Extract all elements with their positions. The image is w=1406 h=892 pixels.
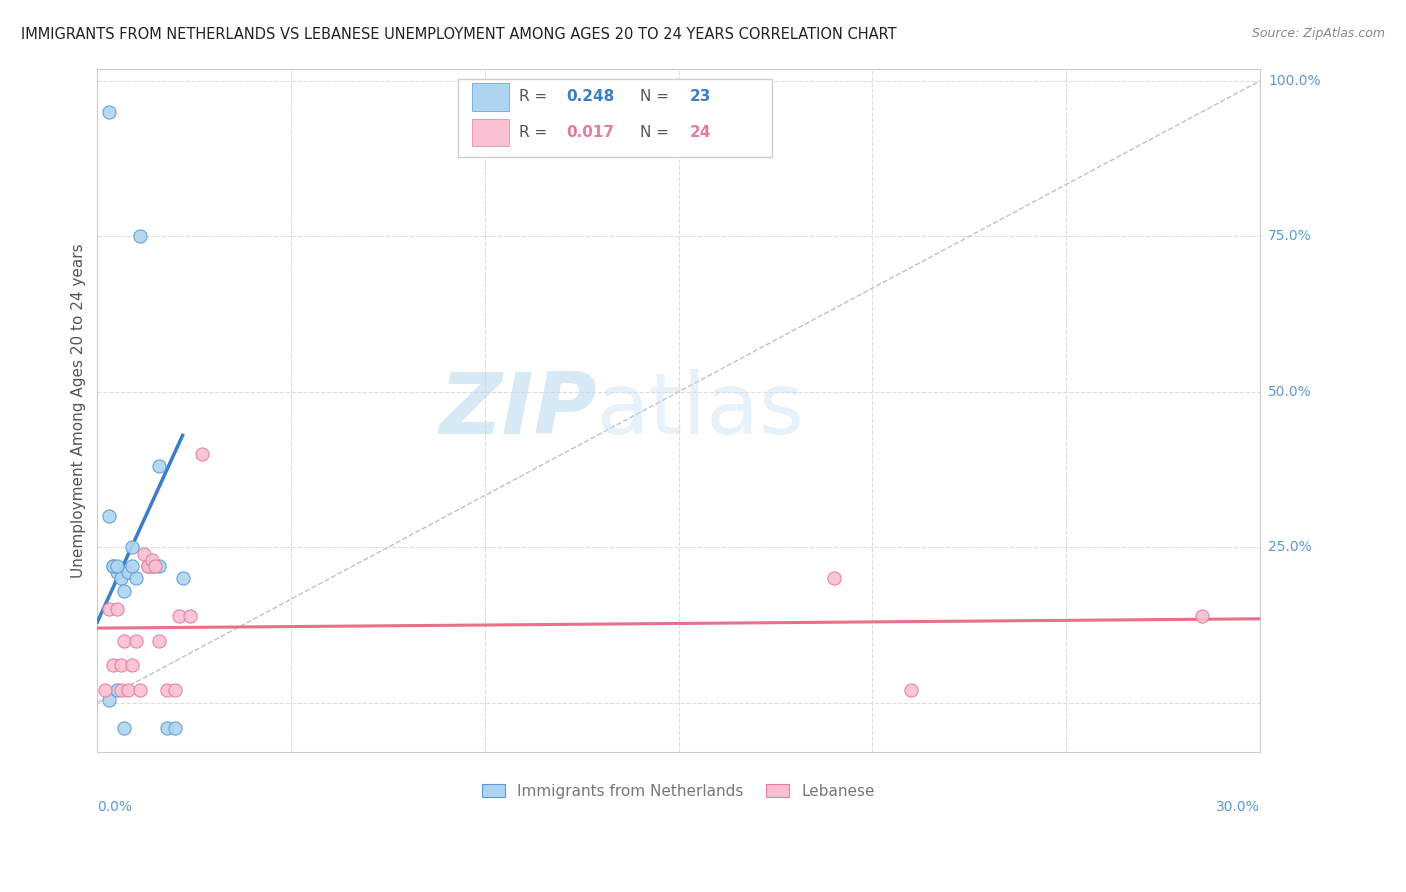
Point	[121, 541, 143, 555]
Point	[110, 571, 132, 585]
Point	[94, 683, 117, 698]
FancyBboxPatch shape	[458, 78, 772, 157]
Text: 0.017: 0.017	[565, 125, 614, 140]
Point	[101, 658, 124, 673]
Point	[156, 721, 179, 735]
Text: R =: R =	[519, 125, 553, 140]
Point	[172, 571, 194, 585]
Point	[105, 565, 128, 579]
Point	[98, 692, 121, 706]
Point	[129, 229, 152, 244]
Text: 100.0%: 100.0%	[1268, 74, 1320, 88]
Text: N =: N =	[640, 89, 673, 104]
Text: IMMIGRANTS FROM NETHERLANDS VS LEBANESE UNEMPLOYMENT AMONG AGES 20 TO 24 YEARS C: IMMIGRANTS FROM NETHERLANDS VS LEBANESE …	[21, 27, 897, 42]
Text: 0.248: 0.248	[565, 89, 614, 104]
Text: atlas: atlas	[598, 369, 806, 452]
Text: ZIP: ZIP	[440, 369, 598, 452]
Point	[823, 571, 845, 585]
Point	[117, 565, 139, 579]
Text: 30.0%: 30.0%	[1216, 800, 1260, 814]
Point	[98, 105, 121, 120]
Point	[156, 683, 179, 698]
Point	[101, 558, 124, 573]
Point	[98, 602, 121, 616]
Point	[110, 658, 132, 673]
Point	[125, 571, 148, 585]
Point	[121, 658, 143, 673]
Point	[163, 721, 186, 735]
Text: 75.0%: 75.0%	[1268, 229, 1312, 244]
Point	[117, 683, 139, 698]
Text: 24: 24	[690, 125, 711, 140]
Y-axis label: Unemployment Among Ages 20 to 24 years: Unemployment Among Ages 20 to 24 years	[72, 244, 86, 578]
Point	[132, 547, 155, 561]
Point	[101, 558, 124, 573]
Point	[105, 558, 128, 573]
Point	[121, 558, 143, 573]
Point	[110, 683, 132, 698]
Point	[167, 608, 190, 623]
Point	[114, 583, 136, 598]
Point	[129, 683, 152, 698]
Point	[148, 558, 170, 573]
Point	[900, 683, 922, 698]
FancyBboxPatch shape	[471, 120, 509, 146]
Point	[136, 558, 159, 573]
Point	[1191, 608, 1213, 623]
Point	[105, 683, 128, 698]
Point	[141, 558, 163, 573]
Text: 25.0%: 25.0%	[1268, 541, 1312, 554]
Legend: Immigrants from Netherlands, Lebanese: Immigrants from Netherlands, Lebanese	[474, 776, 883, 806]
Text: R =: R =	[519, 89, 553, 104]
Point	[114, 721, 136, 735]
Point	[136, 558, 159, 573]
Text: 50.0%: 50.0%	[1268, 384, 1312, 399]
FancyBboxPatch shape	[471, 83, 509, 111]
Point	[141, 552, 163, 566]
Point	[105, 602, 128, 616]
Point	[148, 459, 170, 474]
Text: Source: ZipAtlas.com: Source: ZipAtlas.com	[1251, 27, 1385, 40]
Point	[191, 447, 214, 461]
Text: 23: 23	[690, 89, 711, 104]
Point	[163, 683, 186, 698]
Point	[125, 633, 148, 648]
Point	[114, 633, 136, 648]
Text: N =: N =	[640, 125, 673, 140]
Point	[98, 509, 121, 524]
Point	[145, 558, 167, 573]
Point	[148, 633, 170, 648]
Point	[179, 608, 201, 623]
Text: 0.0%: 0.0%	[97, 800, 132, 814]
